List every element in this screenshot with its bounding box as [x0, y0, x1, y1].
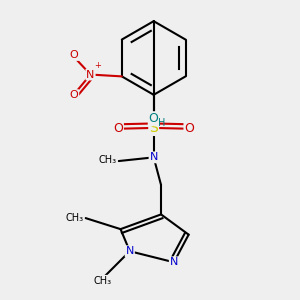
Text: N: N — [149, 152, 158, 162]
Text: H: H — [158, 118, 166, 128]
Text: O: O — [70, 90, 78, 100]
Text: N: N — [170, 257, 178, 267]
Text: +: + — [94, 61, 100, 70]
Text: CH₃: CH₃ — [66, 213, 84, 223]
Text: O: O — [149, 112, 159, 125]
Text: O: O — [113, 122, 123, 135]
Text: CH₃: CH₃ — [93, 276, 111, 286]
Text: CH₃: CH₃ — [99, 155, 117, 165]
Text: O: O — [70, 50, 78, 60]
Text: S: S — [149, 121, 158, 135]
Text: N: N — [86, 70, 95, 80]
Text: N: N — [126, 246, 134, 256]
Text: O: O — [184, 122, 194, 135]
